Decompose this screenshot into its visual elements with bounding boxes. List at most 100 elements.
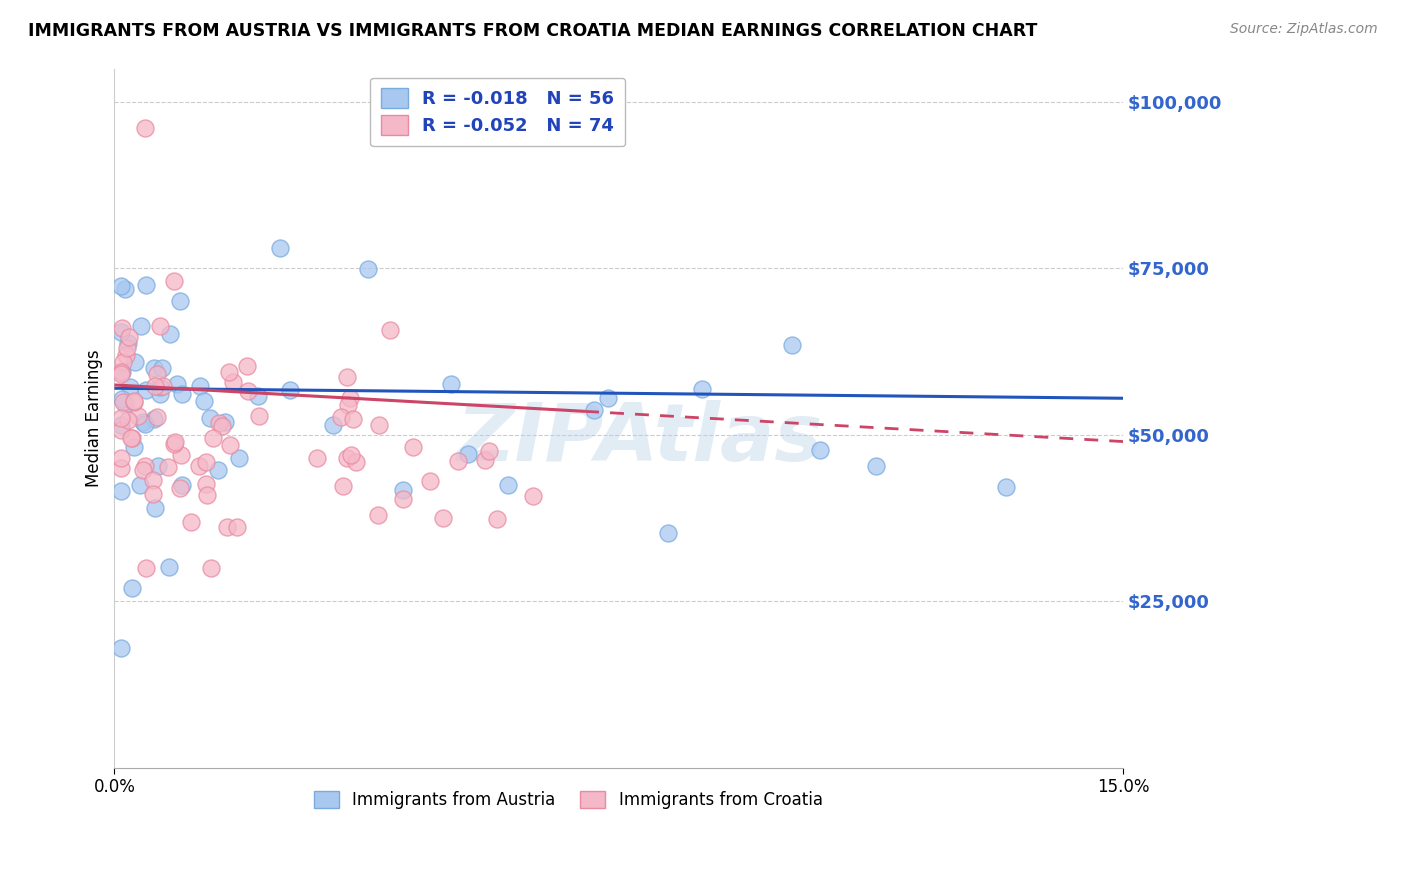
Point [200, 561, 222, 575]
Point [215, 520, 238, 534]
Point [339, 391, 361, 405]
Point [169, 481, 191, 495]
Point [110, 367, 132, 381]
Point [780, 337, 803, 351]
Point [344, 455, 367, 469]
Point [330, 409, 353, 424]
Point [238, 384, 260, 398]
Point [247, 409, 270, 423]
Point [419, 474, 441, 488]
Point [110, 418, 132, 433]
Point [170, 448, 193, 462]
Point [447, 453, 470, 467]
Point [596, 391, 619, 405]
Text: ZIPAtlas: ZIPAtlas [456, 401, 823, 478]
Point [865, 458, 887, 473]
Point [432, 510, 454, 524]
Point [202, 431, 225, 445]
Point [145, 410, 167, 425]
Point [226, 520, 249, 534]
Point [135, 383, 157, 397]
Point [149, 318, 172, 333]
Y-axis label: Median Earnings: Median Earnings [86, 350, 103, 487]
Point [211, 419, 233, 434]
Point [368, 417, 391, 432]
Point [149, 380, 172, 394]
Point [474, 453, 496, 467]
Point [357, 261, 380, 276]
Point [228, 450, 250, 465]
Point [478, 444, 501, 458]
Point [110, 365, 132, 379]
Point [163, 437, 186, 451]
Point [692, 382, 714, 396]
Point [115, 341, 138, 355]
Point [219, 438, 242, 452]
Point [305, 450, 328, 465]
Point [110, 460, 132, 475]
Point [367, 508, 389, 522]
Point [582, 402, 605, 417]
Point [247, 389, 270, 403]
Point [120, 380, 142, 394]
Point [112, 354, 135, 368]
Point [169, 294, 191, 309]
Point [163, 435, 186, 450]
Point [337, 398, 360, 412]
Point [157, 560, 180, 574]
Point [121, 581, 143, 595]
Point [121, 431, 143, 445]
Point [392, 491, 415, 506]
Point [378, 323, 401, 337]
Point [222, 376, 245, 390]
Point [142, 474, 165, 488]
Point [117, 335, 139, 350]
Point [111, 365, 134, 379]
Point [342, 411, 364, 425]
Point [339, 449, 361, 463]
Point [322, 417, 344, 432]
Point [110, 279, 132, 293]
Point [148, 387, 170, 401]
Point [195, 477, 218, 491]
Point [657, 525, 679, 540]
Point [180, 515, 202, 529]
Point [152, 379, 174, 393]
Point [486, 511, 509, 525]
Point [135, 561, 157, 575]
Legend: Immigrants from Austria, Immigrants from Croatia: Immigrants from Austria, Immigrants from… [307, 784, 830, 815]
Point [193, 394, 215, 409]
Point [195, 455, 218, 469]
Point [110, 325, 132, 339]
Text: Source: ZipAtlas.com: Source: ZipAtlas.com [1230, 22, 1378, 37]
Point [195, 488, 218, 502]
Point [170, 478, 193, 492]
Point [134, 121, 156, 136]
Point [122, 393, 145, 408]
Point [143, 500, 166, 515]
Point [146, 367, 169, 381]
Point [457, 447, 479, 461]
Point [332, 479, 354, 493]
Point [163, 274, 186, 288]
Point [110, 320, 132, 334]
Point [392, 483, 415, 497]
Point [110, 450, 132, 465]
Point [117, 413, 139, 427]
Point [143, 379, 166, 393]
Point [122, 440, 145, 454]
Point [131, 463, 153, 477]
Point [170, 386, 193, 401]
Point [146, 459, 169, 474]
Point [122, 395, 145, 409]
Point [198, 411, 221, 425]
Point [131, 415, 153, 429]
Point [439, 377, 461, 392]
Point [336, 450, 359, 465]
Point [159, 326, 181, 341]
Point [143, 360, 166, 375]
Point [142, 486, 165, 500]
Point [188, 378, 211, 392]
Point [118, 329, 141, 343]
Point [142, 411, 165, 425]
